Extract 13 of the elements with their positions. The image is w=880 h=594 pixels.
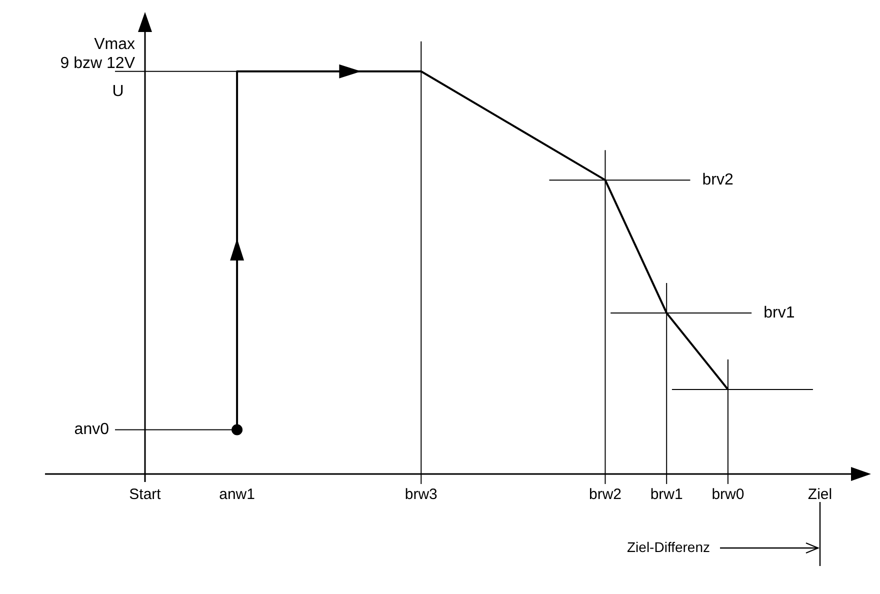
text: Ziel-Differenz bbox=[627, 538, 710, 555]
x-tick-label: brw0 bbox=[712, 486, 744, 504]
ref-line-label: brv2 bbox=[702, 171, 734, 188]
y-axis-title: U bbox=[112, 82, 124, 100]
x-tick-label: Start bbox=[129, 486, 162, 504]
ref-line-label: anv0 bbox=[74, 421, 110, 438]
legend-label: Vmax 9 bzw 12V bbox=[60, 36, 136, 72]
x-tick-label: brw3 bbox=[404, 486, 438, 504]
ref-line-label: brv1 bbox=[764, 304, 795, 322]
x-tick-label: brw2 bbox=[588, 486, 622, 504]
x-tick-label: brw1 bbox=[650, 486, 683, 504]
x-tick-label: anw1 bbox=[219, 486, 255, 504]
x-tick-label: Ziel bbox=[808, 486, 832, 504]
